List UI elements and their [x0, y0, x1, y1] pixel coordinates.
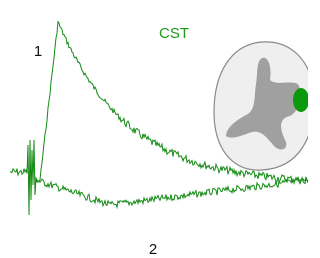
trace-1-label: 1 [34, 43, 42, 60]
page: CST 1 2 (() => { const data = JSON.parse… [0, 0, 320, 258]
spinal-cord [214, 42, 308, 170]
figure: CST 1 2 [0, 0, 308, 258]
trace-2-label: 2 [149, 241, 157, 258]
title-label: CST [159, 25, 189, 42]
